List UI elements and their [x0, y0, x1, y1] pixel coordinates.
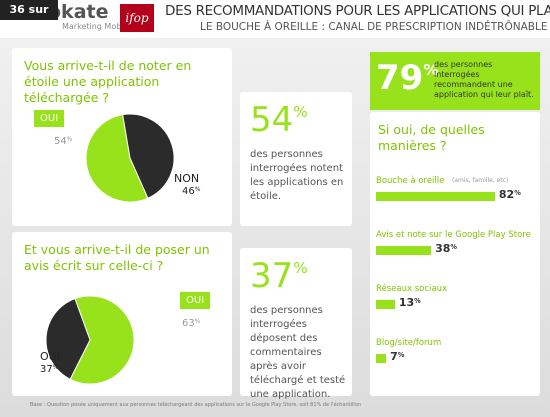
slice-pct-value: 54 — [54, 136, 67, 147]
bar-value-value: 38 — [435, 242, 451, 255]
stat-text: des personnes interrogées notent les app… — [250, 149, 344, 202]
bar-value: 38% — [435, 242, 457, 255]
bar-title: Si oui, de quelles manières ? — [378, 122, 485, 153]
slice-pct-unit: % — [194, 318, 201, 325]
stat-value: 54% — [250, 100, 308, 140]
slice-pct: 63% — [182, 318, 200, 329]
slice-label: NON — [174, 172, 200, 185]
bar-value: 13% — [399, 296, 421, 309]
slice-label: OUI — [40, 350, 60, 363]
slice-pct-value: 46 — [182, 186, 195, 197]
bar-note: (amis, famille, etc) — [452, 177, 509, 184]
logo: ifop — [120, 4, 154, 32]
bar-value-unit: % — [414, 296, 421, 305]
slice-pct-value: 37 — [40, 364, 53, 375]
pie-slice — [85, 114, 149, 203]
bar-value: 7% — [390, 350, 404, 363]
card: 37% des personnes interrogées déposent de… — [240, 248, 352, 400]
bar — [376, 246, 432, 255]
slice-label: OUI — [34, 110, 65, 127]
bar-value-unit: % — [450, 242, 458, 251]
pie-slice — [69, 295, 135, 385]
header-title: DES RECOMMANDATIONS POUR LES APPLICATION… — [165, 3, 550, 19]
bar-value-value: 82 — [498, 188, 515, 201]
stat-value-value: 79 — [376, 58, 424, 98]
bar — [376, 354, 387, 363]
bar-label: Bouche à oreille — [376, 176, 445, 186]
pie-slice — [45, 298, 91, 380]
stat-value-unit: % — [293, 259, 308, 278]
header-subtitle: LE BOUCHE À OREILLE : CANAL DE PRESCRIPT… — [200, 21, 548, 33]
bar — [376, 192, 495, 201]
slice-pct-unit: % — [194, 186, 201, 193]
stat-text: des personnes interrogées recommandent u… — [434, 60, 534, 99]
header-bar — [0, 0, 550, 38]
pie — [85, 113, 175, 203]
card: Si oui, de quelles manières ? Bouche à or… — [370, 112, 540, 396]
pie-slice — [122, 113, 175, 199]
brand-sub: Marketing Mobile — [62, 22, 131, 31]
bar-value-unit: % — [514, 188, 521, 197]
card: Vous arrive-t-il de noter en étoile une … — [12, 48, 232, 226]
card: 54% des personnes interrogées notent les … — [240, 92, 352, 226]
stat-value-unit: % — [293, 103, 308, 122]
brand: okate — [48, 1, 109, 23]
card: Et vous arrive-t-il de poser un avis écr… — [12, 232, 232, 396]
slice-pct-unit: % — [52, 364, 59, 371]
slice-pct: 54% — [54, 136, 72, 147]
stat-value-value: 54 — [250, 100, 294, 140]
pie — [45, 295, 135, 385]
bar-label: Blog/site/forum — [376, 338, 442, 348]
question: Vous arrive-t-il de noter en étoile une … — [24, 58, 192, 105]
slice-pct: 46% — [182, 186, 200, 197]
stat-value: 79% — [376, 58, 439, 98]
footnote: Base : Question posée uniquement aux per… — [30, 402, 362, 408]
bar-value-value: 13 — [398, 296, 415, 309]
stat-value-value: 37 — [250, 256, 294, 296]
bar-value-unit: % — [397, 350, 405, 359]
stat-value: 37% — [250, 256, 308, 296]
slice-pct-unit: % — [66, 136, 73, 143]
slice-pct: 37% — [40, 364, 58, 375]
stat-value-unit: % — [423, 61, 439, 80]
bar — [376, 300, 395, 309]
slice-pct-value: 63 — [182, 318, 195, 329]
highlight-box: 79% des personnes interrogées recommanden… — [370, 52, 540, 110]
slice-label: OUI — [180, 292, 211, 309]
bar-value-value: 7 — [390, 350, 398, 363]
bar-label: Avis et note sur le Google Play Store — [376, 230, 531, 240]
question: Et vous arrive-t-il de poser un avis écr… — [24, 242, 210, 273]
bar-value: 82% — [499, 188, 521, 201]
bar-label: Réseaux sociaux — [376, 284, 448, 294]
stat-text: des personnes interrogées déposent des c… — [250, 305, 346, 400]
badge: 36 sur 46 — [0, 0, 58, 36]
